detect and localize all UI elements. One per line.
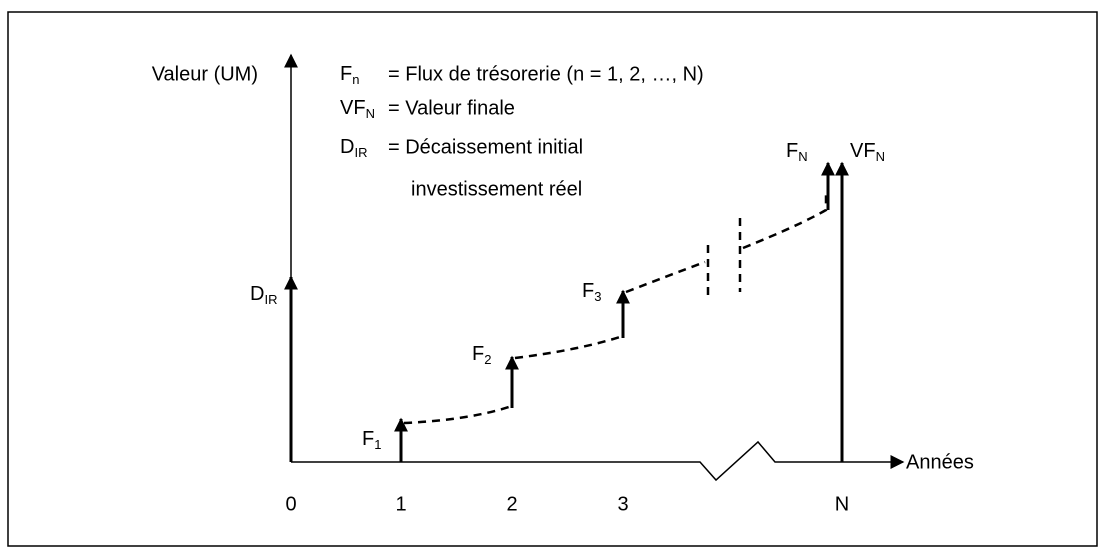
growth-curve xyxy=(625,260,706,294)
legend-text: = Décaissement initial xyxy=(388,136,583,158)
legend-text: investissement réel xyxy=(411,178,582,200)
flow-label: F1 xyxy=(362,428,381,452)
frame xyxy=(7,11,1098,547)
flow-label: VFN xyxy=(850,140,885,164)
flow-label: F2 xyxy=(472,343,491,367)
legend-symbol: Fn xyxy=(340,63,359,87)
legend-symbol: DIR xyxy=(340,136,367,160)
x-label: Années xyxy=(906,451,974,473)
x-axis xyxy=(291,440,905,482)
legend-text: = Flux de trésorerie (n = 1, 2, …, N) xyxy=(388,63,704,85)
legend-text: = Valeur finale xyxy=(388,97,515,119)
x-tick: 1 xyxy=(395,493,406,515)
x-tick: 0 xyxy=(285,493,296,515)
growth-curve xyxy=(514,320,625,360)
x-tick: 3 xyxy=(617,493,628,515)
flow-label: DIR xyxy=(250,283,277,307)
growth-curve xyxy=(403,380,514,425)
flow-label: FN xyxy=(786,140,808,164)
legend-symbol: VFN xyxy=(340,97,375,121)
y-label: Valeur (UM) xyxy=(152,63,258,85)
x-tick: 2 xyxy=(506,493,517,515)
x-tick: N xyxy=(835,493,849,515)
growth-curve xyxy=(742,195,828,250)
flow-label: F3 xyxy=(582,280,601,304)
